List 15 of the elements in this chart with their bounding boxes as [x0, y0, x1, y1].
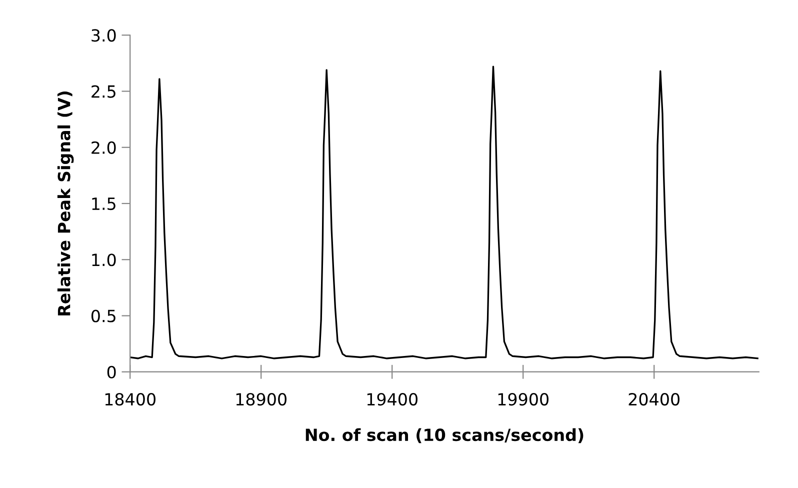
x-tick-label: 18400	[105, 392, 156, 406]
y-tick-label: 1.0	[92, 254, 116, 266]
y-tick-label: 2.0	[92, 141, 116, 154]
x-tick-label: 19400	[367, 392, 418, 406]
x-tick-label: 20400	[628, 392, 680, 406]
y-tick-label: 3.0	[92, 29, 116, 42]
x-axis-title: No. of scan (10 scans/second)	[306, 428, 584, 444]
x-tick-label: 19900	[498, 392, 548, 406]
y-tick-label: 1.5	[92, 198, 116, 210]
y-tick-label: 0.5	[91, 310, 116, 322]
x-tick-label: 18900	[236, 392, 286, 406]
line-series	[130, 66, 758, 360]
y-tick-label: 0	[107, 366, 116, 378]
y-axis-title: Relative Peak Signal (V)	[57, 92, 74, 316]
y-tick-label: 2.5	[92, 85, 116, 98]
